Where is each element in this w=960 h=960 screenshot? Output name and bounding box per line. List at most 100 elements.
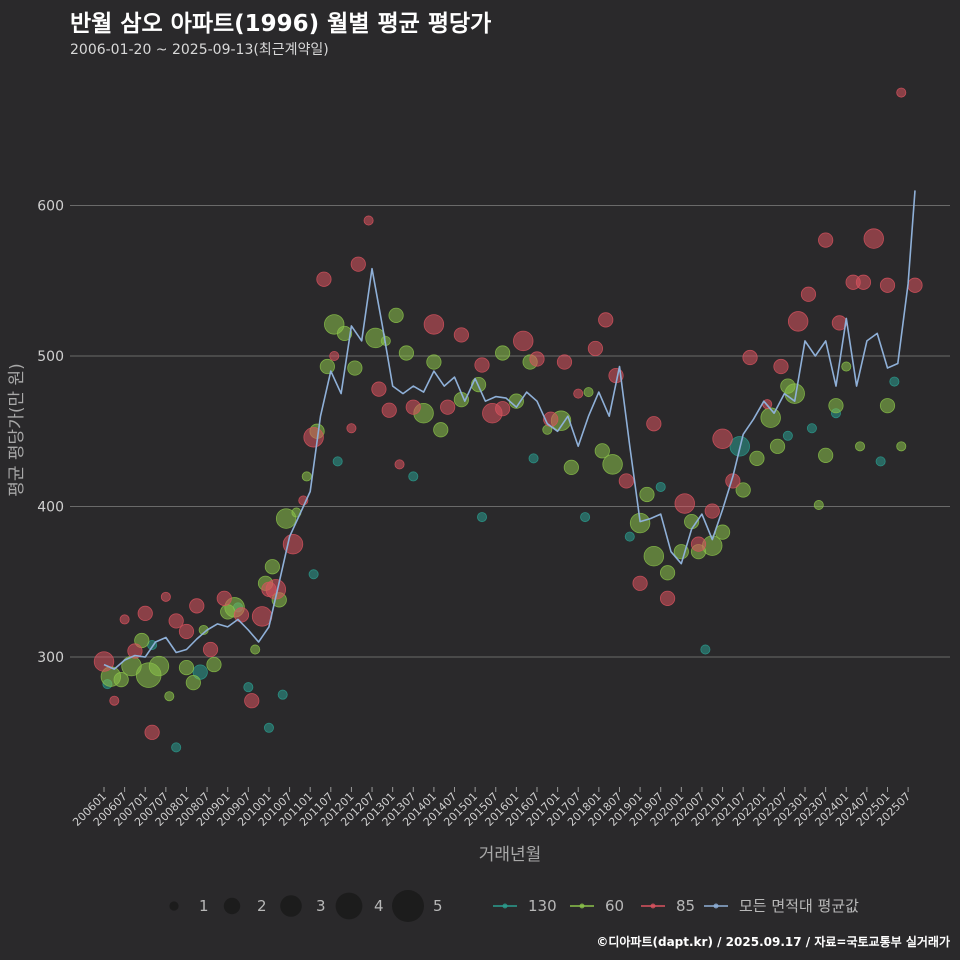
data-point-130 [408, 471, 419, 482]
gridlines [70, 204, 950, 658]
data-point-85 [773, 358, 789, 375]
data-point-130 [875, 456, 886, 467]
y-tick-label: 500 [37, 349, 64, 365]
data-point-85 [405, 399, 421, 415]
x-axis-ticks: 2006012006072007012007072008012008072009… [70, 787, 913, 829]
size-legend-dot [280, 895, 302, 917]
data-point-60 [185, 675, 201, 691]
data-point-85 [800, 286, 817, 302]
data-point-60 [164, 691, 175, 702]
data-point-85 [907, 277, 923, 293]
data-point-60 [206, 656, 222, 673]
average-line [103, 190, 916, 670]
data-point-60 [735, 482, 751, 498]
data-point-85 [896, 87, 907, 98]
data-point-60 [583, 387, 594, 398]
legend-series-label: 85 [676, 897, 695, 915]
chart-subtitle: 2006-01-20 ~ 2025-09-13(최근계약일) [70, 42, 329, 58]
data-point-60 [818, 447, 834, 463]
data-point-60 [643, 546, 665, 567]
data-point-85 [178, 623, 195, 640]
data-point-85 [346, 423, 357, 434]
data-point-60 [841, 361, 852, 372]
data-point-85 [303, 427, 324, 448]
size-legend-dot [392, 890, 424, 922]
data-point-60 [134, 632, 150, 649]
size-legend-label: 2 [257, 897, 267, 915]
y-tick-label: 400 [37, 500, 64, 516]
size-legend-label: 5 [433, 897, 443, 915]
data-point-85 [316, 271, 332, 287]
data-point-85 [189, 598, 205, 614]
data-point-85 [855, 274, 872, 290]
legend-series-label: 모든 면적대 평균값 [739, 897, 859, 915]
data-point-85 [495, 401, 511, 417]
data-point-60 [813, 500, 824, 511]
data-point-60 [879, 398, 896, 414]
chart-title: 반월 삼오 아파트(1996) 월별 평균 평당가 [70, 11, 492, 37]
data-point-85 [371, 381, 387, 397]
data-point-130 [263, 722, 274, 733]
data-point-60 [398, 345, 415, 361]
y-axis-ticks: 300 400 500 600 [37, 198, 64, 666]
legend-key-dot [579, 903, 585, 909]
data-point-85 [423, 314, 445, 335]
data-point-85 [144, 724, 160, 740]
data-point-60 [563, 459, 579, 475]
legend-series-label: 130 [528, 897, 557, 915]
data-point-85 [587, 340, 604, 357]
data-point-85 [879, 277, 896, 293]
data-point-60 [602, 454, 623, 475]
y-tick-label: 300 [37, 650, 64, 666]
data-point-130 [580, 512, 591, 523]
data-point-85 [453, 327, 469, 343]
data-point-130 [624, 531, 635, 542]
data-point-130 [277, 689, 288, 700]
data-point-60 [275, 508, 297, 529]
legend-key-dot [650, 903, 656, 909]
size-legend-label: 1 [199, 897, 209, 915]
data-point-60 [769, 438, 786, 454]
data-point-85 [690, 536, 707, 552]
data-point-85 [704, 503, 720, 519]
data-point-60 [659, 565, 676, 581]
data-point-85 [363, 215, 374, 226]
y-axis-title: 평균 평당가(만 원) [7, 363, 27, 497]
data-point-60 [855, 441, 866, 452]
data-point-85 [632, 575, 648, 591]
data-point-60 [301, 471, 312, 482]
data-point-60 [760, 407, 781, 428]
data-point-130 [308, 569, 319, 580]
data-points [93, 87, 923, 753]
data-point-85 [618, 473, 634, 489]
size-legend-label: 4 [374, 897, 384, 915]
data-point-85 [244, 693, 260, 709]
y-tick-label: 600 [37, 198, 64, 214]
data-point-85 [137, 605, 153, 622]
data-point-85 [160, 591, 171, 602]
data-point-85 [381, 402, 397, 418]
legend-key-dot [502, 903, 508, 909]
data-point-130 [782, 430, 793, 441]
data-point-85 [127, 643, 143, 659]
data-point-60 [336, 325, 353, 342]
size-legend-label: 3 [316, 897, 326, 915]
data-point-85 [573, 388, 584, 399]
data-point-85 [742, 349, 758, 366]
data-point-130 [192, 664, 208, 680]
data-point-130 [243, 682, 254, 693]
data-point-60 [250, 644, 261, 655]
data-point-60 [896, 441, 907, 452]
data-point-60 [629, 512, 651, 534]
data-point-130 [477, 512, 488, 523]
data-point-85 [659, 590, 676, 606]
data-point-130 [889, 376, 900, 387]
data-point-60 [673, 544, 689, 560]
data-point-85 [394, 459, 405, 470]
data-point-85 [350, 256, 366, 272]
data-point-60 [495, 345, 511, 361]
data-point-85 [202, 641, 219, 658]
data-point-60 [426, 354, 442, 370]
data-point-130 [700, 644, 711, 655]
